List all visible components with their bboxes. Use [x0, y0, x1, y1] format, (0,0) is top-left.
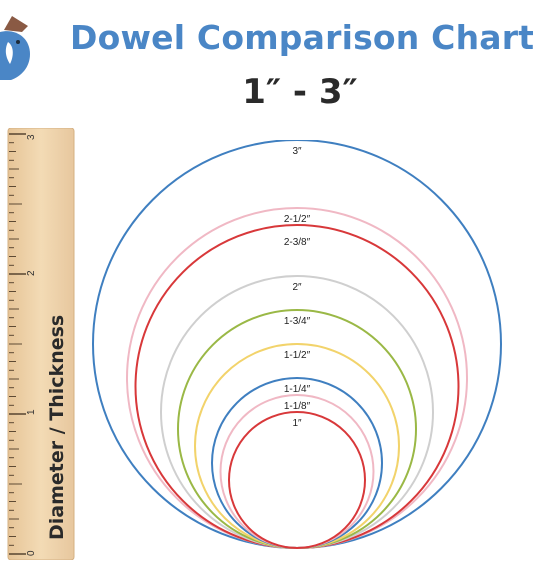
circle-label: 2″ — [292, 282, 302, 293]
ruler-number-3: 3 — [26, 134, 37, 140]
circle-label: 1″ — [292, 418, 302, 429]
circle-label: 2-1/2″ — [284, 214, 311, 225]
dowel-circle — [177, 309, 417, 549]
ruler: 0 1 2 3 Diameter / Thickness — [7, 128, 75, 560]
dowel-circles-diagram: 3″ 2-1/2″ 2-3/8″ 2″ 1-3/4″ 1-1/2″ 1-1/4″ 1-1/8″… — [92, 140, 502, 549]
circle-label: 2-3/8″ — [284, 237, 311, 248]
ruler-number-0: 0 — [26, 550, 37, 556]
circle-label: 1-1/8″ — [284, 401, 311, 412]
ruler-ticks — [9, 133, 26, 555]
circle-label: 1-1/4″ — [284, 384, 311, 395]
page-title: Dowel Comparison Chart — [70, 18, 533, 57]
dowel-circle — [228, 411, 366, 549]
circle-label: 1-1/2″ — [284, 350, 311, 361]
bird-logo-icon — [0, 16, 30, 80]
ruler-numbers: 0 1 2 3 — [26, 134, 37, 556]
ruler-number-1: 1 — [26, 409, 37, 415]
ruler-number-2: 2 — [26, 270, 37, 276]
circle-label: 3″ — [292, 146, 302, 157]
ruler-axis-label: Diameter / Thickness — [46, 315, 68, 540]
page-subtitle: 1″ - 3″ — [242, 72, 358, 112]
circle-label: 1-3/4″ — [284, 316, 311, 327]
